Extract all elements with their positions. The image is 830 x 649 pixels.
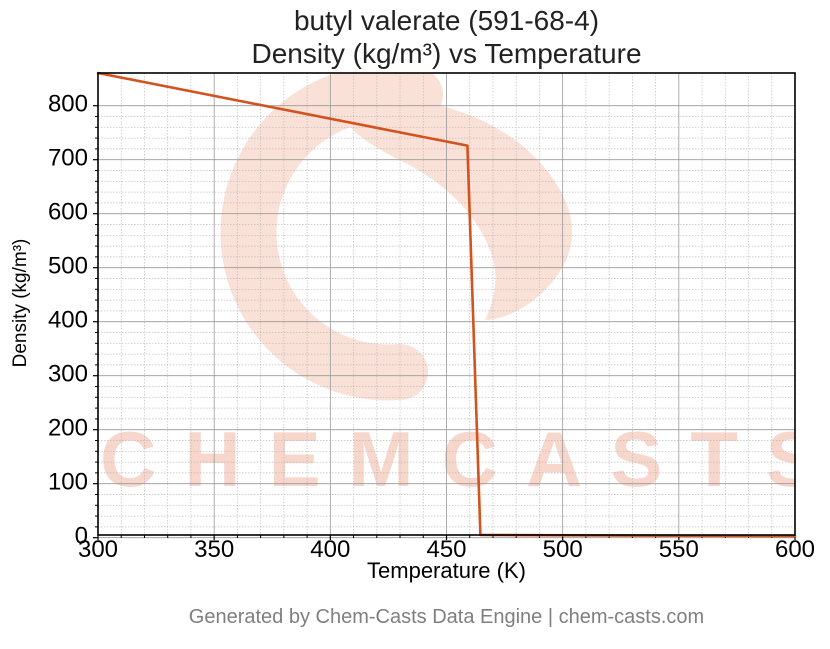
svg-text:500: 500 xyxy=(48,253,88,280)
svg-text:400: 400 xyxy=(48,307,88,334)
svg-text:800: 800 xyxy=(48,91,88,118)
svg-text:0: 0 xyxy=(75,523,88,550)
svg-text:300: 300 xyxy=(48,361,88,388)
svg-text:700: 700 xyxy=(48,145,88,172)
svg-text:CHEMCASTS: CHEMCASTS xyxy=(100,415,830,503)
svg-text:200: 200 xyxy=(48,415,88,442)
svg-text:100: 100 xyxy=(48,469,88,496)
svg-text:600: 600 xyxy=(48,199,88,226)
